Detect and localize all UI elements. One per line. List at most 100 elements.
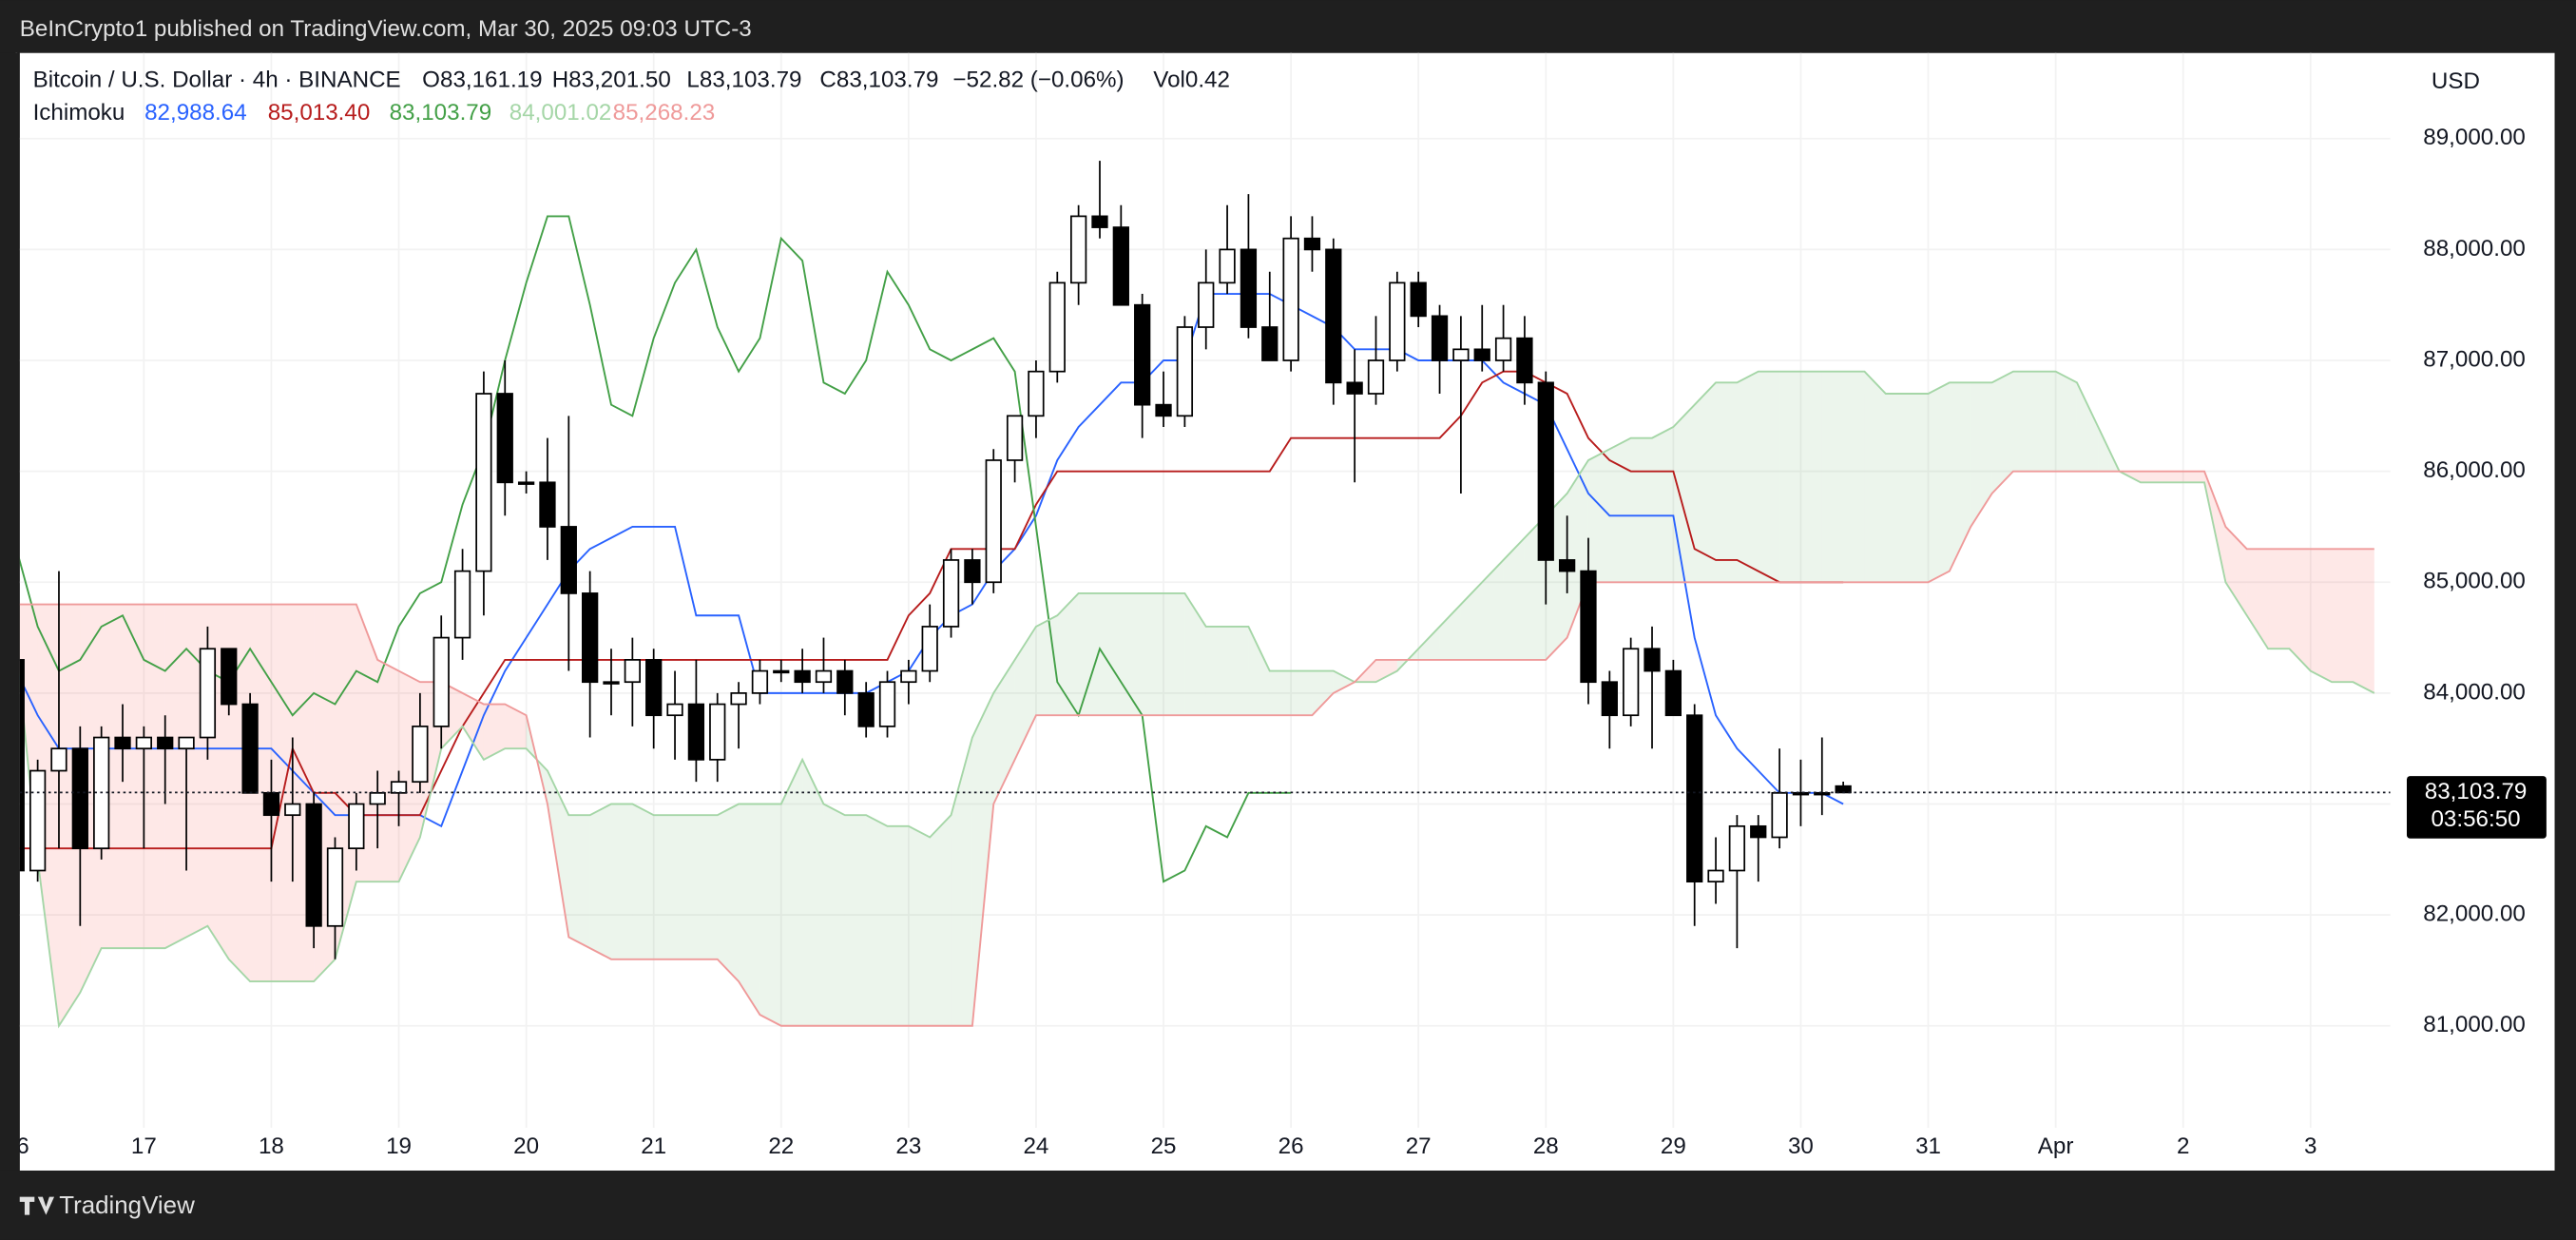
cloud [80,604,102,993]
cloud [1716,382,1738,583]
candle-body [262,791,280,817]
candle-body [241,703,259,794]
cloud [908,825,931,1026]
candle-body [369,791,386,805]
cloud [759,804,781,1026]
ohlc-open: O83,161.19 [422,68,542,93]
cloud [1652,426,1674,583]
x-tick-label: 27 [1406,1133,1432,1159]
candle-body [1261,326,1278,361]
cloud [58,604,81,1026]
cloud [2289,549,2311,671]
cloud [1269,670,1292,716]
candle-body [1367,359,1385,395]
cloud [1163,592,1185,716]
candle-body [71,747,88,850]
candle-body [1431,315,1449,361]
candle-body [221,648,238,706]
cloud [1291,670,1313,716]
cloud [844,815,867,1026]
candle-body [1835,785,1852,794]
brand-logo [19,1196,55,1215]
axes: 81,000.0082,000.0083,000.0084,000.0085,0… [4,125,2547,1159]
currency[interactable]: USD [2432,68,2480,94]
candle-body [305,803,322,927]
candle-body [412,726,429,784]
cloud [1758,371,1780,583]
candle-body [900,669,917,684]
countdown: 03:56:50 [2431,806,2520,832]
candle-body [1325,248,1342,384]
cloud [123,604,144,949]
y-tick-label: 85,000.00 [2423,569,2526,594]
candle-body [284,803,301,817]
candle-body [1134,303,1151,406]
ichimoku-line [19,370,2375,1029]
candle-body [50,747,67,772]
candle-body [645,659,663,717]
x-tick-label: 22 [768,1133,794,1159]
candle-body [1176,326,1194,417]
x-tick-label: 2 [2177,1133,2189,1159]
cloud [1800,371,1822,583]
cloud [2055,371,2077,472]
currency-button[interactable] [2405,59,2524,107]
cloud [1099,592,1122,716]
candle-body [560,526,577,594]
candle-body [19,659,25,872]
cloud [2310,549,2333,683]
candle-body [1048,281,1066,373]
candle-body [751,669,769,694]
candle-body [1006,415,1024,461]
candle-body [1303,237,1321,251]
cloud [2353,549,2374,693]
candle-body [1644,648,1661,672]
indicator-value: 84,001.02 [509,100,612,126]
candle-body [1771,791,1788,839]
candle-body [1473,348,1490,361]
cloud [250,604,272,982]
candle-body [496,393,513,484]
cloud [1928,382,1950,583]
y-tick-label: 87,000.00 [2423,346,2526,372]
candle-body [348,803,365,850]
candle-body [475,393,492,572]
cloud [930,815,952,1026]
candle-body [1069,215,1087,284]
cloud [866,815,888,1026]
candle-body [433,636,450,727]
cloud [1014,626,1036,760]
cloud [462,692,484,760]
y-tick-label: 81,000.00 [2423,1012,2526,1037]
chart-panel [19,52,2555,1171]
x-tick-label: 17 [131,1133,157,1159]
indicator-name: Ichimoku [33,100,125,126]
candle-body [815,669,833,684]
y-tick-label: 82,000.00 [2423,901,2526,927]
candle-body [1028,370,1045,417]
cloud [717,804,740,982]
candle-body [985,459,1002,584]
cloud [2076,382,2099,472]
ohlc-high: H83,201.50 [552,68,671,93]
cloud [505,704,527,749]
brand: TradingView [59,1192,195,1219]
cloud [164,604,187,949]
cloud [398,670,420,882]
candle-body [1664,669,1682,717]
candle-body [1240,248,1258,328]
cloud [589,804,612,959]
candle-body [857,692,875,727]
candle-body [1516,337,1533,384]
indicator-value: 82,988.64 [144,100,247,126]
candle-body [603,681,620,685]
candle-body [1750,824,1767,839]
cloud [2140,471,2163,483]
cloud [802,759,824,1026]
cloud [1439,604,1461,660]
last-price-box [2406,776,2547,839]
cloud [611,804,633,959]
candle-body [1537,381,1554,561]
cloud [101,604,124,949]
